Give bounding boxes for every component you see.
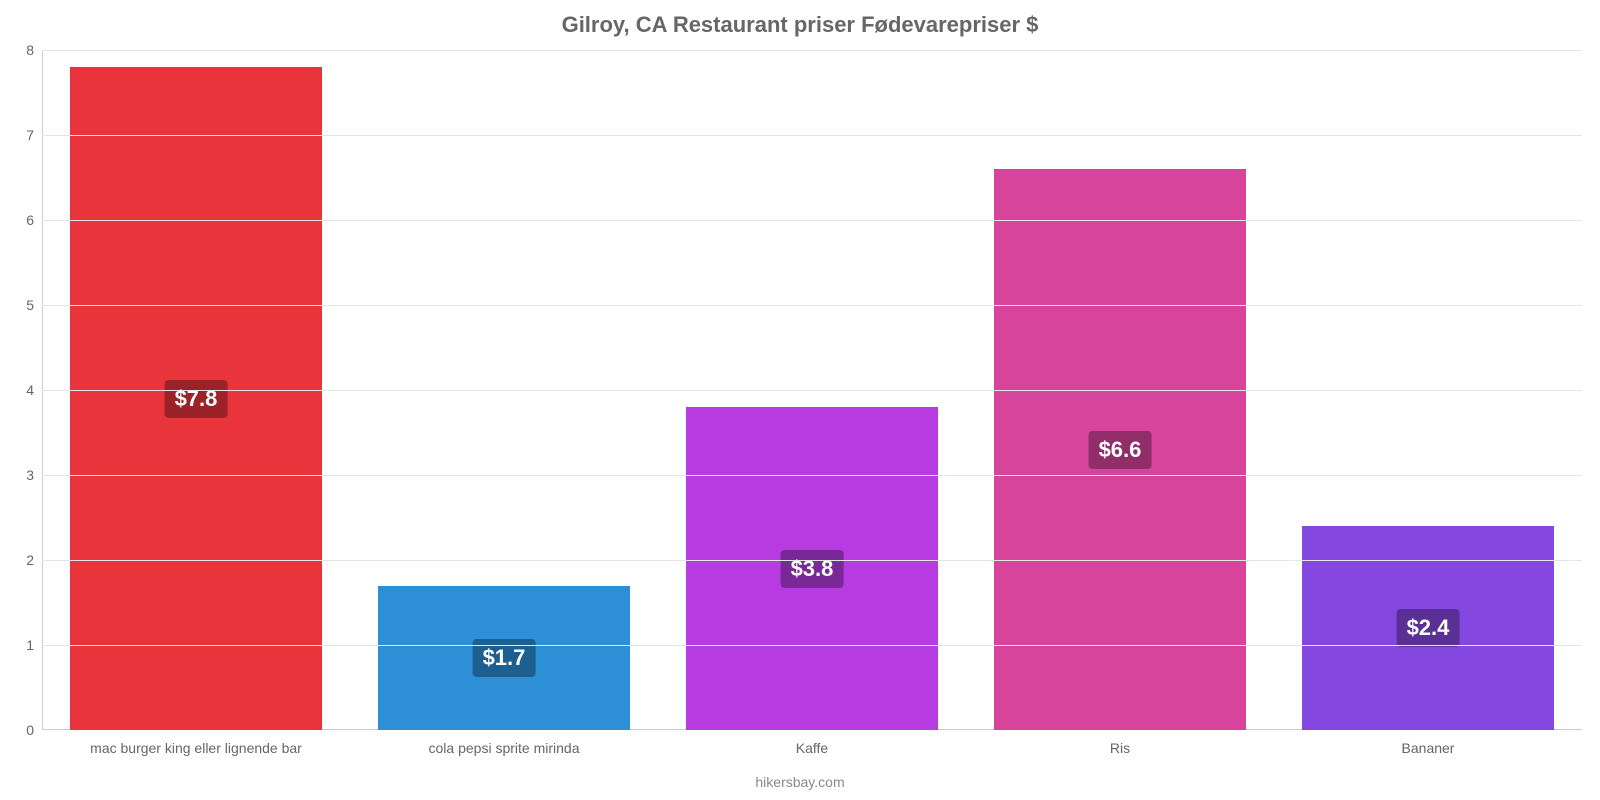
grid-line xyxy=(42,475,1582,476)
y-tick-label: 3 xyxy=(26,467,42,483)
y-tick-label: 1 xyxy=(26,637,42,653)
chart-container: Gilroy, CA Restaurant priser Fødevarepri… xyxy=(0,0,1600,800)
y-tick-label: 2 xyxy=(26,552,42,568)
bar-value-label: $2.4 xyxy=(1397,609,1460,647)
grid-line xyxy=(42,305,1582,306)
x-axis-labels: mac burger king eller lignende bar cola p… xyxy=(42,740,1582,760)
bar: $1.7 xyxy=(378,586,631,731)
x-tick-label: Ris xyxy=(1110,740,1130,756)
grid-line xyxy=(42,220,1582,221)
grid-line xyxy=(42,390,1582,391)
grid-line xyxy=(42,50,1582,51)
grid-line xyxy=(42,560,1582,561)
x-tick-label: mac burger king eller lignende bar xyxy=(90,740,302,756)
x-tick-label: cola pepsi sprite mirinda xyxy=(429,740,580,756)
bar-value-label: $3.8 xyxy=(781,550,844,588)
y-tick-label: 8 xyxy=(26,42,42,58)
y-tick-label: 0 xyxy=(26,722,42,738)
plot-area: $7.8$1.7$3.8$6.6$2.4 012345678 xyxy=(42,50,1582,730)
bar: $7.8 xyxy=(70,67,323,730)
y-tick-label: 7 xyxy=(26,127,42,143)
y-tick-label: 4 xyxy=(26,382,42,398)
x-tick-label: Kaffe xyxy=(796,740,828,756)
chart-footer: hikersbay.com xyxy=(0,774,1600,790)
y-tick-label: 6 xyxy=(26,212,42,228)
bar: $2.4 xyxy=(1302,526,1555,730)
chart-title: Gilroy, CA Restaurant priser Fødevarepri… xyxy=(0,0,1600,38)
bar-value-label: $6.6 xyxy=(1089,431,1152,469)
bar-value-label: $7.8 xyxy=(165,380,228,418)
bar: $3.8 xyxy=(686,407,939,730)
grid-line xyxy=(42,135,1582,136)
grid-line xyxy=(42,645,1582,646)
x-tick-label: Bananer xyxy=(1402,740,1455,756)
y-tick-label: 5 xyxy=(26,297,42,313)
